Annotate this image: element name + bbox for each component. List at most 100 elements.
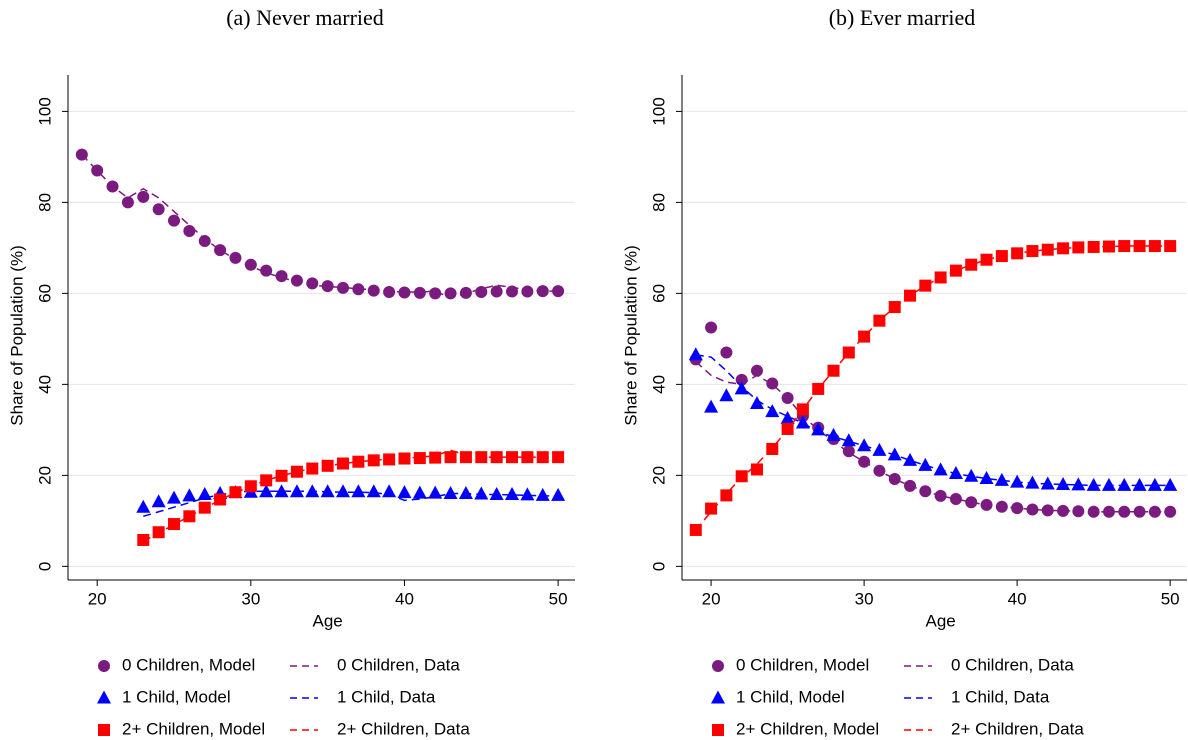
marker-triangle [458, 486, 473, 500]
marker-square [275, 469, 288, 482]
marker-triangle [826, 427, 841, 441]
marker-circle [383, 286, 396, 299]
marker-square [352, 455, 365, 468]
legend-label: 2+ Children, Model [736, 719, 879, 738]
marker-circle [521, 285, 534, 298]
marker-triangle [1040, 476, 1055, 490]
marker-triangle [320, 484, 335, 498]
marker-triangle [704, 399, 719, 413]
marker-triangle [1163, 477, 1178, 491]
marker-square [413, 452, 426, 465]
chart-title: (a) Never married [226, 5, 384, 30]
x-axis-label: Age [925, 611, 955, 630]
marker-circle [229, 251, 242, 264]
data-line [695, 354, 1171, 487]
marker-triangle [197, 486, 212, 500]
x-tick-label: 40 [1008, 589, 1027, 608]
marker-triangle [1010, 474, 1025, 488]
data-line [81, 154, 559, 299]
marker-triangle [551, 487, 566, 501]
data-line [143, 490, 559, 518]
marker-circle [121, 196, 134, 209]
marker-triangle [918, 457, 933, 471]
marker-triangle [505, 486, 520, 500]
y-tick-label: 100 [35, 97, 54, 125]
x-axis-label: Age [313, 611, 343, 630]
marker-triangle [933, 462, 948, 476]
marker-triangle [520, 487, 535, 501]
marker-circle [214, 244, 227, 257]
marker-circle [429, 287, 442, 300]
legend-label: 2+ Children, Model [122, 719, 265, 738]
marker-triangle [872, 442, 887, 456]
marker-square [919, 279, 932, 292]
data-line [142, 449, 559, 542]
marker-circle [290, 274, 303, 287]
marker-circle [244, 258, 257, 271]
marker-triangle [167, 490, 182, 504]
marker-square [1041, 243, 1054, 256]
y-tick-label: 40 [35, 375, 54, 394]
marker-circle [1133, 505, 1146, 518]
x-tick-label: 20 [702, 589, 721, 608]
marker-circle [306, 277, 319, 290]
marker-square [965, 258, 978, 271]
marker-circle [337, 281, 350, 294]
marker-square [720, 489, 733, 502]
marker-square [459, 451, 472, 464]
legend-label: 0 Children, Data [951, 655, 1074, 674]
marker-circle [720, 346, 733, 359]
marker-triangle [1056, 476, 1071, 490]
marker-circle [1026, 503, 1039, 516]
marker-triangle [489, 486, 504, 500]
marker-square [705, 502, 718, 515]
marker-circle [949, 493, 962, 506]
marker-triangle [412, 485, 427, 499]
y-tick-label: 80 [649, 193, 668, 212]
marker-square [1057, 242, 1070, 255]
marker-triangle [1117, 477, 1132, 491]
data-line [695, 361, 1171, 513]
marker-triangle [366, 484, 381, 498]
marker-circle [888, 473, 901, 485]
marker-square [1026, 245, 1039, 258]
y-tick-label: 20 [35, 466, 54, 485]
y-tick-label: 80 [35, 193, 54, 212]
marker-triangle [397, 485, 412, 499]
y-tick-label: 60 [35, 284, 54, 303]
marker-triangle [857, 438, 872, 452]
y-tick-label: 40 [649, 375, 668, 394]
marker-circle [367, 284, 380, 297]
marker-triangle [1132, 477, 1147, 491]
marker-square [750, 463, 763, 476]
marker-circle [198, 235, 211, 248]
legend-label: 1 Child, Data [951, 687, 1050, 706]
marker-triangle [964, 468, 979, 482]
x-tick-label: 30 [241, 589, 260, 608]
marker-triangle [151, 494, 166, 508]
marker-triangle [887, 447, 902, 461]
marker-triangle [382, 484, 397, 498]
legend-label: 1 Child, Model [736, 687, 845, 706]
marker-circle [321, 280, 334, 293]
y-tick-label: 100 [649, 97, 668, 125]
x-tick-label: 40 [395, 589, 414, 608]
marker-triangle [903, 452, 918, 466]
y-tick-label: 60 [649, 284, 668, 303]
marker-triangle [1071, 477, 1086, 491]
y-axis-label: Share of Population (%) [621, 245, 640, 426]
marker-triangle [351, 484, 366, 498]
x-tick-label: 50 [1161, 589, 1180, 608]
marker-triangle [979, 471, 994, 485]
y-tick-label: 20 [649, 466, 668, 485]
marker-triangle [182, 488, 197, 502]
chart-title: (b) Ever married [829, 5, 976, 30]
marker-square [429, 451, 442, 464]
marker-triangle [336, 484, 351, 498]
marker-square [137, 533, 150, 546]
marker-square [506, 451, 519, 464]
y-tick-label: 0 [35, 562, 54, 571]
marker-triangle [765, 404, 780, 418]
marker-square [337, 457, 350, 470]
